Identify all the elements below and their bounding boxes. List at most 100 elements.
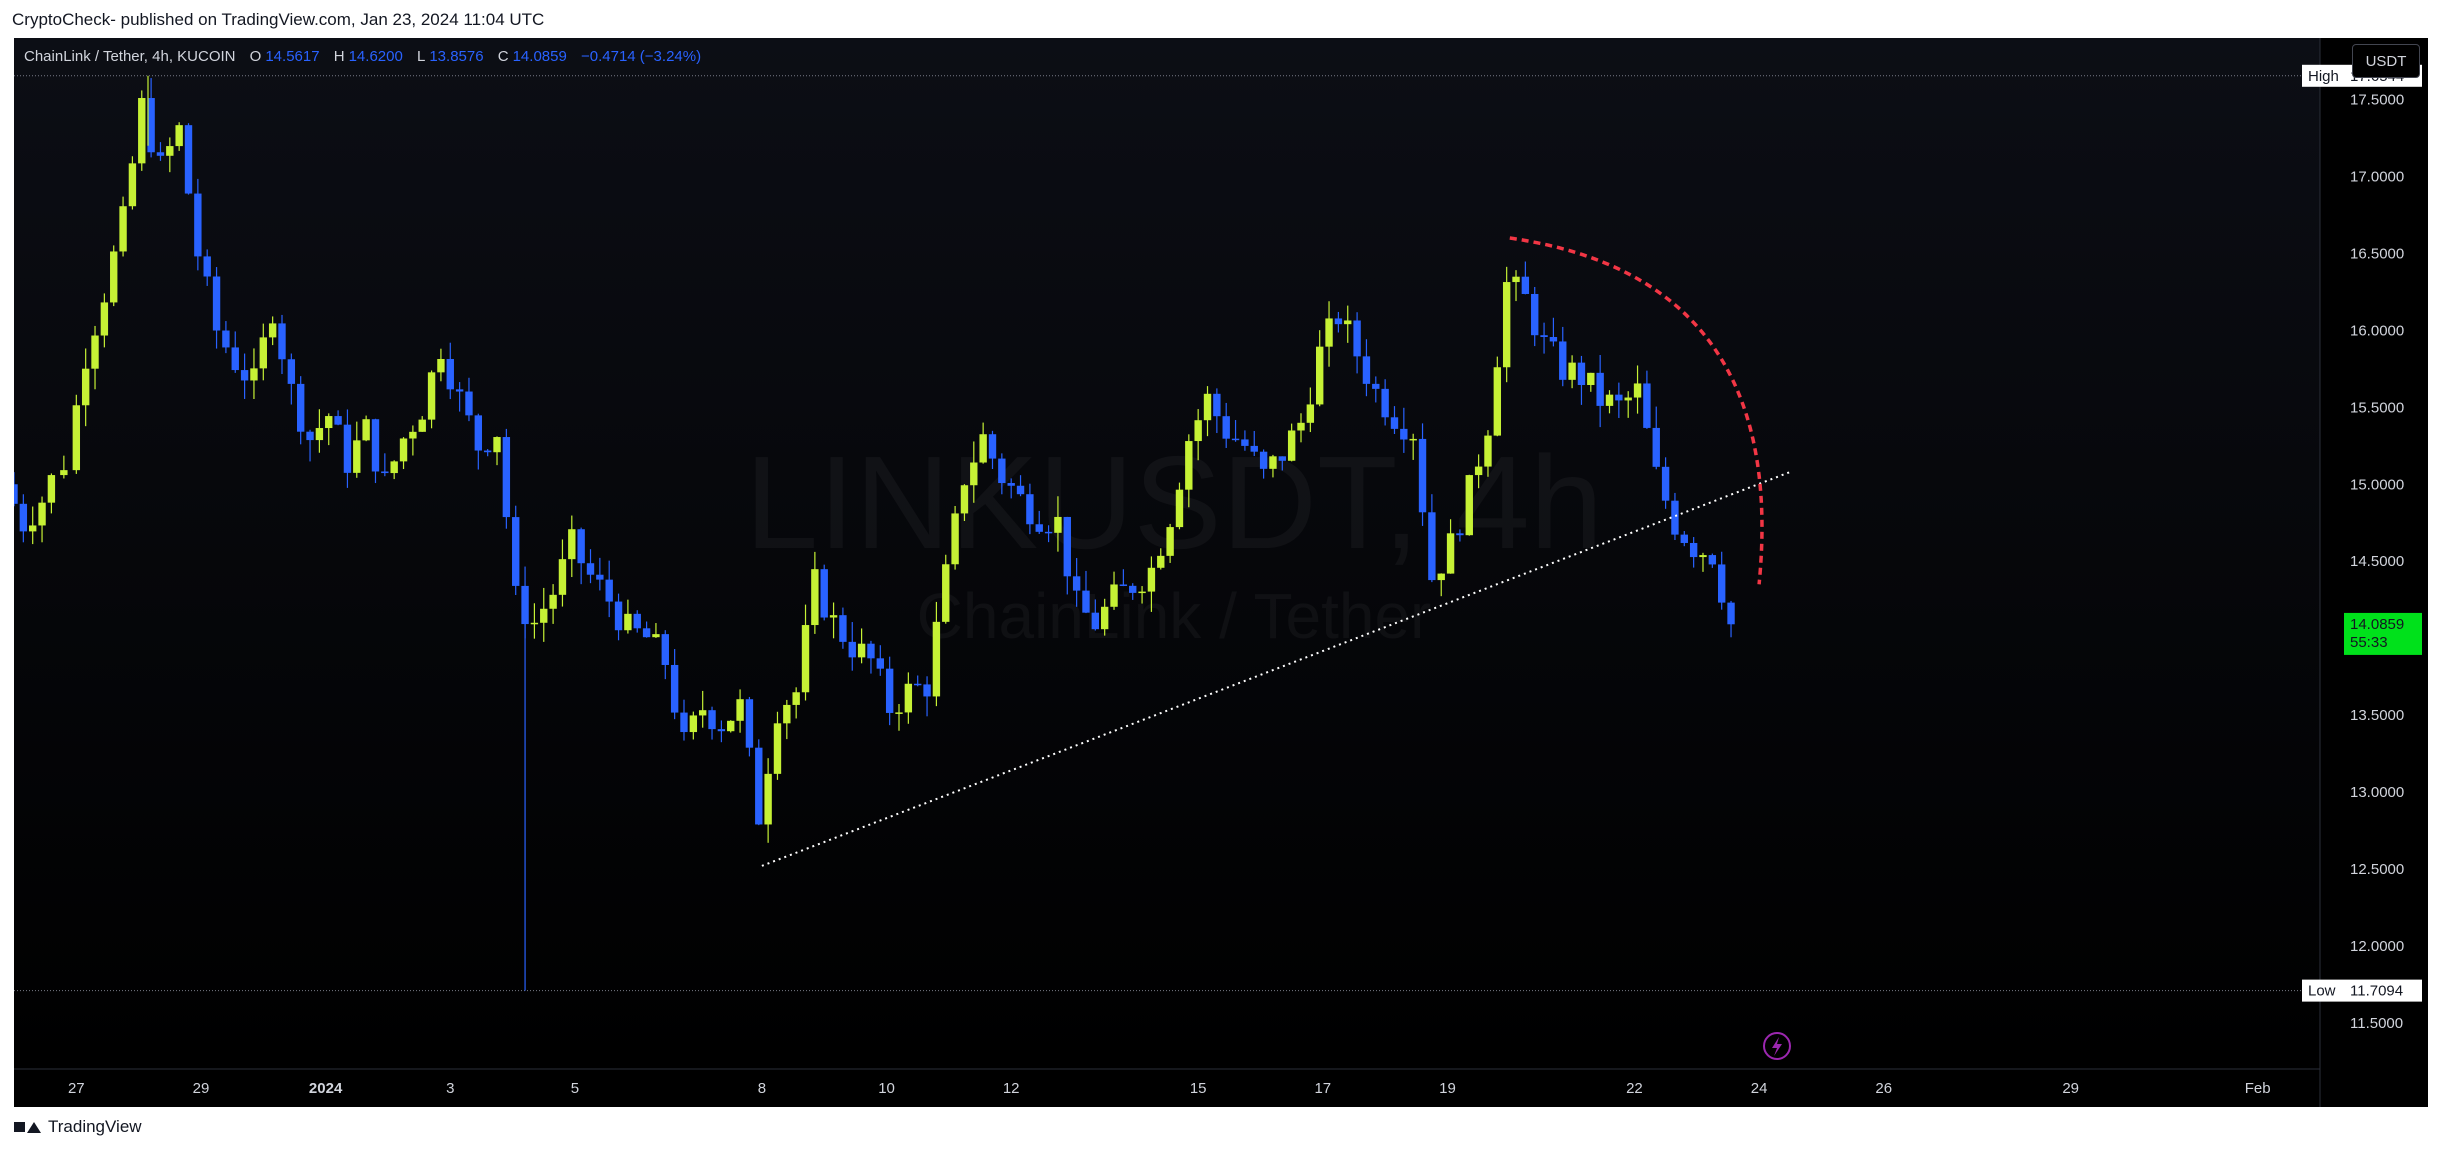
candle-body [857,643,866,658]
candle-body [1699,555,1707,558]
candle-body [166,146,174,156]
watermark: LINKUSDT, 4h ChainLink / Tether [745,429,1603,652]
close-label: C [497,48,509,65]
low-label: L [417,48,426,65]
low-value: 13.8576 [429,48,484,65]
resistance-arc [1509,236,1764,585]
candle-body [110,251,118,303]
candle-body [745,699,754,748]
candle-body [493,437,501,453]
time-tick-label: 19 [1439,1080,1456,1097]
price-tick-label: 17.0000 [2350,168,2404,185]
candle-body [1100,606,1109,630]
candle-body [427,372,436,420]
candle-body [670,664,679,713]
price-axis-background [2320,38,2428,1107]
footer-brand: TradingView [48,1117,142,1136]
candle-body [1727,602,1735,625]
candle-body [988,434,997,459]
currency-button[interactable]: USDT [2352,44,2420,78]
candle-body [895,712,903,714]
candle-body [829,615,838,618]
candle-body [250,368,258,381]
candle-body [848,641,856,658]
candlestick-chart[interactable]: LINKUSDT, 4h ChainLink / Tether 11.5000 1… [14,38,2428,1107]
candle-body [1157,555,1165,568]
candle-body [1568,362,1576,380]
candle-body [128,163,137,207]
candle-body [212,276,221,331]
candle-body [1521,276,1530,294]
candle-body [1072,576,1081,591]
high-label: H [333,48,345,65]
candle-body [399,438,408,462]
candle-body [1587,372,1595,386]
candle-body [1222,416,1230,439]
candle-body [1250,445,1258,452]
candle-body [614,601,623,631]
candle-body [792,692,800,705]
price-tick-label: 15.0000 [2350,476,2404,493]
candle-body [1344,320,1352,325]
candle-body [1007,483,1015,486]
symbol-info-bar[interactable]: ChainLink / Tether, 4h, KUCOIN O 14.5617 … [24,48,701,65]
candle-body [1418,438,1427,513]
candle-body [362,419,370,441]
candle-body [1091,612,1100,630]
candle-body [549,594,557,609]
candle-body [1016,485,1025,495]
candle-body [530,622,539,625]
price-tick-label: 14.5000 [2350,553,2404,570]
chart-panel[interactable]: LINKUSDT, 4h ChainLink / Tether 11.5000 1… [14,38,2428,1107]
candle-body [1689,542,1698,558]
drawings[interactable] [761,236,1791,867]
candle-body [1138,591,1146,594]
price-tick-label: 17.5000 [2350,92,2404,109]
candle-body [867,643,875,659]
symbol-name[interactable]: ChainLink / Tether, 4h, KUCOIN [24,48,236,65]
candle-body [1362,356,1371,384]
last-price-value: 14.0859 [2350,616,2404,633]
time-axis[interactable]: 27 29 2024 3 5 8 10 12 15 17 19 22 24 26 29 Feb [68,1080,2271,1097]
candle-body [138,98,146,164]
time-tick-label: 10 [878,1080,895,1097]
candle-body [147,98,155,153]
candle-body [1166,527,1174,556]
tradingview-footer: TradingView [14,1117,142,1137]
candle-body [325,416,333,429]
price-tick-label: 13.0000 [2350,784,2404,801]
candle-body [1549,337,1558,342]
candle-body [1409,438,1417,441]
candle-body [1456,533,1464,536]
candle-body [203,256,211,277]
candle-body [1437,573,1445,581]
time-tick-label: 29 [193,1080,210,1097]
candle-body [1643,383,1651,428]
candle-body [1596,372,1604,406]
last-price-bg [2344,612,2422,655]
price-tick-label: 13.5000 [2350,707,2404,724]
candle-body [932,621,941,697]
candle-body [708,710,716,730]
candle-body [773,723,782,774]
candle-body [1493,367,1502,436]
alert-bolt-icon[interactable] [1763,1032,1791,1060]
candle-body [1119,584,1128,586]
candle-body [914,683,922,686]
candle-body [1661,466,1670,501]
candle-body [38,502,46,526]
candle-body [586,563,595,575]
low-label: Low 11.7094 [2302,979,2422,1002]
candle-body [91,335,99,369]
candle-body [437,358,445,373]
time-tick-label: 22 [1626,1080,1643,1097]
candle-body [979,434,987,463]
candle-body [1213,393,1221,417]
time-tick-label: 29 [2062,1080,2079,1097]
candle-body [1474,466,1483,476]
candle-body [1269,456,1277,469]
candle-body [1110,584,1118,607]
candle-body [1306,404,1315,423]
candle-body [951,513,959,565]
